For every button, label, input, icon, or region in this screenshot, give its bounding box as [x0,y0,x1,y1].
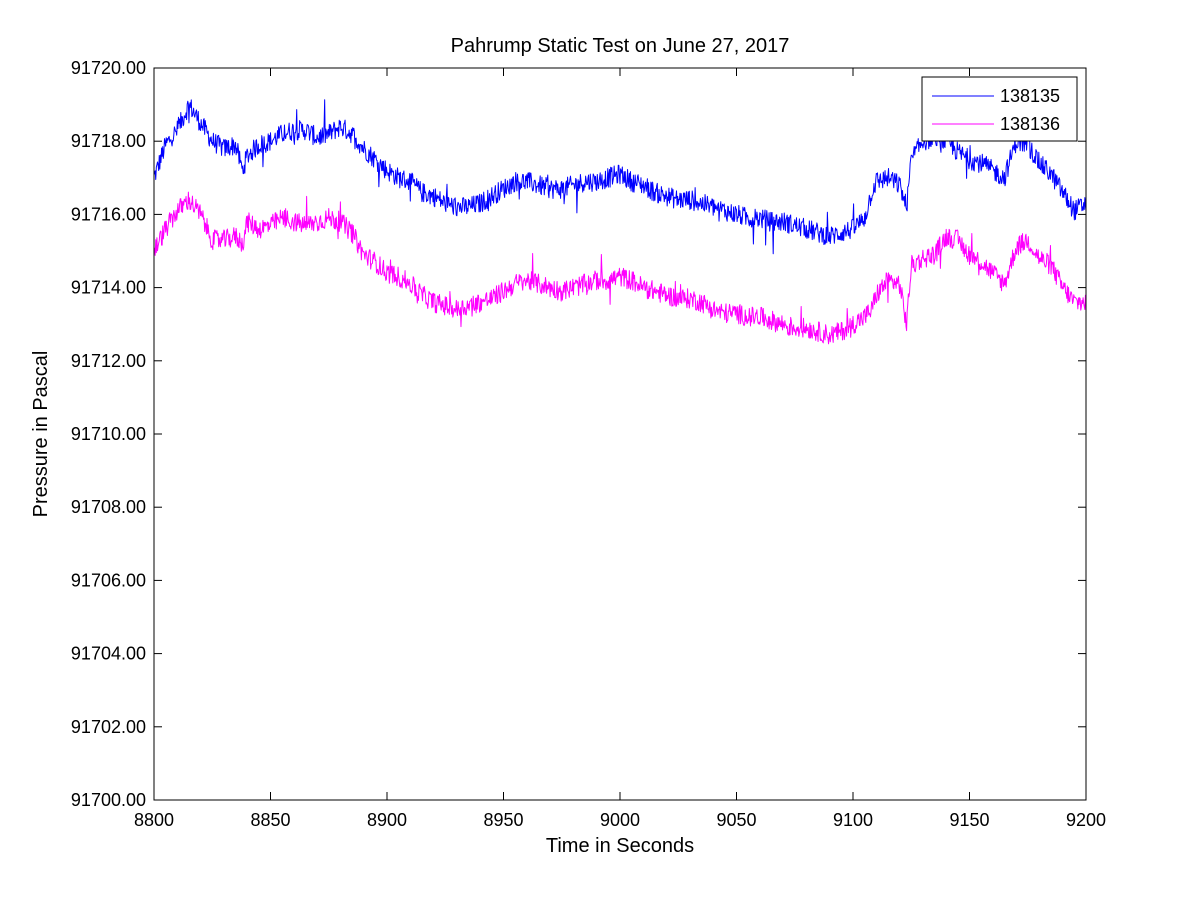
x-tick-label: 8950 [483,810,523,830]
legend: 138135 138136 [921,76,1078,142]
x-tick-label: 9050 [716,810,756,830]
y-tick-label: 91718.00 [71,131,146,151]
y-tick-label: 91700.00 [71,790,146,810]
y-tick-label: 91704.00 [71,644,146,664]
x-axis-title: Time in Seconds [546,835,694,857]
y-tick-label: 91710.00 [71,424,146,444]
x-tick-label: 8900 [367,810,407,830]
x-tick-label: 8800 [134,810,174,830]
series-line-138136 [153,191,1087,345]
legend-label-138136: 138136 [1000,114,1060,134]
x-tick-label: 9200 [1066,810,1106,830]
y-tick-label: 91716.00 [71,204,146,224]
y-tick-label: 91720.00 [71,58,146,78]
chart-title: Pahrump Static Test on June 27, 2017 [451,35,790,57]
legend-label-138135: 138135 [1000,86,1060,106]
y-axis-title: Pressure in Pascal [30,351,52,518]
y-tick-label: 91712.00 [71,351,146,371]
legend-box [921,76,1078,142]
x-tick-label: 9100 [833,810,873,830]
y-tick-label: 91714.00 [71,278,146,298]
ticks-layer: 8800 8850 8900 8950 9000 9050 9100 9150 9200 9170… [71,58,1106,830]
y-tick-label: 91706.00 [71,570,146,590]
x-tick-label: 9000 [600,810,640,830]
y-tick-label: 91708.00 [71,497,146,517]
y-tick-label: 91702.00 [71,717,146,737]
x-tick-label: 8850 [250,810,290,830]
x-tick-label: 9150 [949,810,989,830]
